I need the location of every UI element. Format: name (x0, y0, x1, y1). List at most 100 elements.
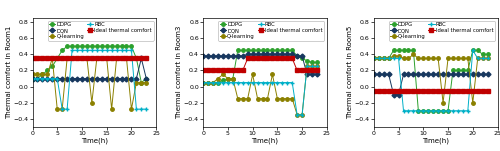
Ideal thermal comfort (94, 58, 100, 59)
DDPG (289, 49, 295, 51)
X-axis label: Time(h): Time(h) (252, 137, 278, 144)
DQN (134, 78, 140, 79)
DDPG (390, 49, 396, 51)
DQN (260, 53, 266, 55)
Legend: DDPG, DQN, Q-learning, RBC, Ideal thermal comfort: DDPG, DQN, Q-learning, RBC, Ideal therma… (218, 21, 324, 40)
RBC (380, 58, 386, 59)
DQN (294, 55, 300, 57)
DDPG (396, 49, 402, 51)
Q-learning (435, 58, 441, 59)
DDPG (99, 45, 105, 47)
Q-learning (40, 74, 46, 75)
Q-learning (260, 98, 266, 100)
DDPG (134, 58, 140, 59)
Line: Q-learning: Q-learning (31, 57, 148, 111)
Ideal thermal comfort (134, 58, 140, 59)
DQN (299, 55, 305, 57)
Q-learning (200, 82, 206, 84)
DDPG (304, 60, 310, 62)
RBC (128, 49, 134, 51)
DDPG (376, 58, 382, 59)
RBC (425, 110, 431, 112)
Q-learning (94, 58, 100, 59)
Q-learning (380, 58, 386, 59)
RBC (64, 108, 70, 110)
DDPG (410, 49, 416, 51)
Ideal thermal comfort (220, 70, 226, 71)
Ideal thermal comfort (260, 58, 266, 59)
RBC (299, 114, 305, 116)
DQN (455, 74, 461, 75)
DQN (386, 74, 392, 75)
DDPG (254, 49, 260, 51)
Ideal thermal comfort (84, 58, 90, 59)
Ideal thermal comfort (118, 58, 124, 59)
DDPG (474, 49, 480, 51)
DQN (289, 53, 295, 55)
Ideal thermal comfort (425, 90, 431, 92)
DDPG (280, 49, 285, 51)
RBC (455, 110, 461, 112)
Q-learning (309, 66, 315, 67)
DQN (235, 55, 241, 57)
DQN (44, 78, 51, 79)
RBC (144, 108, 150, 110)
Ideal thermal comfort (274, 58, 280, 59)
DDPG (84, 45, 90, 47)
Ideal thermal comfort (294, 70, 300, 71)
Line: Ideal thermal comfort: Ideal thermal comfort (31, 57, 148, 60)
Ideal thermal comfort (460, 90, 466, 92)
DQN (274, 53, 280, 55)
RBC (220, 82, 226, 84)
Line: Ideal thermal comfort: Ideal thermal comfort (372, 89, 490, 92)
Ideal thermal comfort (44, 58, 51, 59)
DDPG (40, 74, 46, 75)
RBC (440, 110, 446, 112)
DQN (284, 53, 290, 55)
RBC (435, 110, 441, 112)
Q-learning (108, 108, 114, 110)
Q-learning (284, 98, 290, 100)
Q-learning (440, 102, 446, 104)
DDPG (314, 61, 320, 63)
Ideal thermal comfort (235, 70, 241, 71)
Q-learning (59, 108, 65, 110)
Q-learning (294, 114, 300, 116)
Q-learning (371, 58, 377, 59)
Ideal thermal comfort (299, 70, 305, 71)
Q-learning (425, 58, 431, 59)
DDPG (309, 61, 315, 63)
DQN (390, 94, 396, 96)
Ideal thermal comfort (455, 90, 461, 92)
DQN (244, 53, 250, 55)
RBC (138, 108, 144, 110)
RBC (79, 49, 85, 51)
DQN (376, 74, 382, 75)
Q-learning (30, 74, 36, 75)
Legend: DDPG, DQN, Q-learning, RBC, Ideal thermal comfort: DDPG, DQN, Q-learning, RBC, Ideal therma… (389, 21, 495, 40)
DQN (270, 53, 276, 55)
Ideal thermal comfort (50, 58, 56, 59)
Line: RBC: RBC (202, 65, 318, 116)
Q-learning (314, 66, 320, 67)
Q-learning (64, 58, 70, 59)
DDPG (460, 70, 466, 71)
Ideal thermal comfort (309, 70, 315, 71)
DDPG (380, 58, 386, 59)
DDPG (215, 82, 221, 84)
DQN (440, 74, 446, 75)
DQN (250, 53, 256, 55)
DDPG (430, 110, 436, 112)
DDPG (480, 53, 486, 55)
DQN (435, 74, 441, 75)
Line: DDPG: DDPG (202, 49, 318, 84)
Q-learning (250, 74, 256, 75)
RBC (386, 58, 392, 59)
RBC (294, 114, 300, 116)
Ideal thermal comfort (416, 90, 422, 92)
Q-learning (480, 58, 486, 59)
Q-learning (410, 53, 416, 55)
DDPG (406, 49, 411, 51)
DDPG (274, 49, 280, 51)
DQN (225, 55, 231, 57)
